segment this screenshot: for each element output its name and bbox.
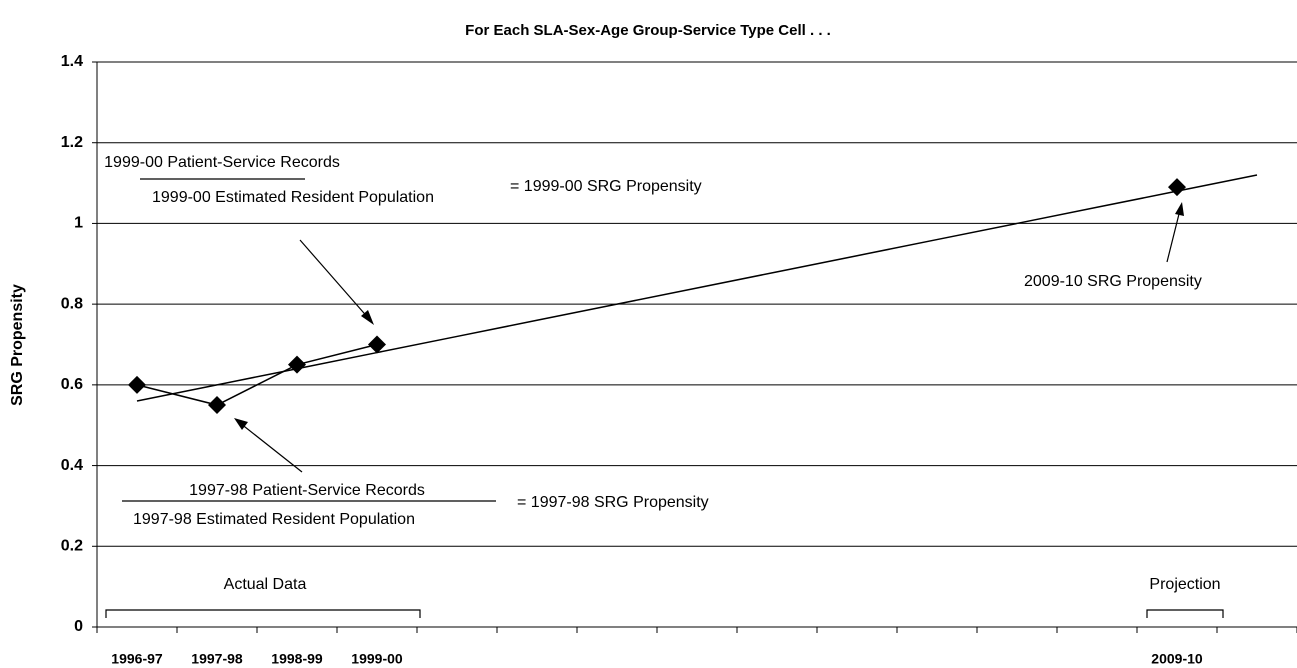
y-tick-label: 0.8 (61, 295, 83, 312)
annotation: = 1997-98 SRG Propensity (517, 494, 709, 511)
x-tick-label: 1999-00 (351, 651, 403, 667)
annotation: 1997-98 Estimated Resident Population (133, 511, 415, 528)
annotation: 1999-00 Patient-Service Records (104, 154, 340, 171)
point (288, 355, 306, 374)
y-tick-label: 1 (74, 215, 83, 232)
arrow-heads (234, 202, 1184, 430)
y-axis-label: SRG Propensity (9, 284, 26, 406)
y-tick-label: 0.2 (61, 538, 83, 555)
annotation-lines (105, 178, 1224, 618)
annotation: 1999-00 Estimated Resident Population (152, 189, 434, 206)
x-tick-label: 1998-99 (271, 651, 323, 667)
y-tick-label: 1.4 (61, 53, 83, 70)
y-tick-label: 0.6 (61, 376, 83, 393)
point (1168, 178, 1186, 197)
point (208, 396, 226, 415)
annotation: 1997-98 Patient-Service Records (189, 482, 425, 499)
y-tick-label: 0 (74, 618, 83, 635)
point (128, 375, 146, 394)
y-tick-label: 1.2 (61, 134, 83, 151)
x-tick-label: 1997-98 (191, 651, 243, 667)
point (368, 335, 386, 354)
annotation: Projection (1149, 576, 1220, 593)
y-tick-label: 0.4 (61, 457, 83, 474)
line (136, 174, 1258, 402)
annotation: 2009-10 SRG Propensity (1024, 273, 1202, 290)
annotation: = 1999-00 SRG Propensity (510, 178, 702, 195)
annotation: Actual Data (224, 576, 307, 593)
x-tick-label: 1996-97 (111, 651, 163, 667)
x-tick-label: 2009-10 (1151, 651, 1203, 667)
chart-title: For Each SLA-Sex-Age Group-Service Type … (465, 22, 831, 39)
